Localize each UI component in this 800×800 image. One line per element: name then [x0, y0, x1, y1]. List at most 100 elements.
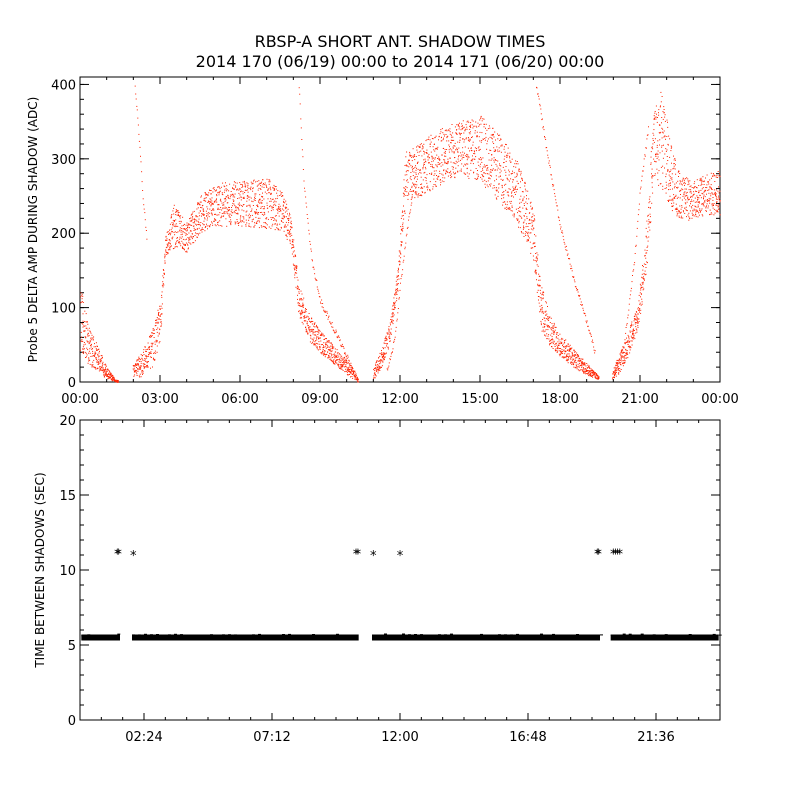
- top-data-point: [284, 211, 286, 213]
- top-data-point: [712, 197, 714, 198]
- top-data-point: [671, 146, 673, 148]
- top-data-point: [174, 246, 176, 248]
- top-data-point: [564, 353, 566, 355]
- top-data-point: [712, 173, 714, 174]
- top-data-point: [165, 247, 167, 249]
- top-data-point: [303, 320, 305, 322]
- top-data-point: [642, 286, 644, 288]
- top-data-point: [176, 210, 178, 212]
- top-data-point: [234, 193, 236, 195]
- top-data-point: [251, 219, 253, 221]
- top-streak-point: [329, 321, 331, 323]
- top-data-point: [400, 233, 402, 235]
- top-data-point: [111, 378, 113, 380]
- top-data-point: [187, 248, 189, 250]
- top-data-point: [209, 198, 211, 200]
- top-data-point: [616, 362, 618, 364]
- top-data-point: [661, 117, 663, 118]
- top-data-point: [673, 197, 675, 199]
- top-data-point: [507, 194, 509, 196]
- top-data-point: [648, 202, 650, 204]
- top-data-point: [637, 307, 639, 309]
- top-data-point: [516, 172, 518, 174]
- top-data-point: [88, 357, 90, 359]
- top-streak-point: [408, 219, 409, 221]
- top-data-point: [547, 329, 549, 331]
- top-data-point: [705, 206, 707, 208]
- top-data-point: [443, 169, 445, 171]
- top-data-point: [641, 303, 643, 305]
- top-data-point: [463, 132, 465, 134]
- top-data-point: [212, 187, 214, 189]
- top-data-point: [668, 135, 670, 137]
- top-data-point: [403, 187, 405, 189]
- top-data-point: [241, 225, 243, 227]
- top-data-point: [421, 191, 423, 193]
- top-data-point: [231, 205, 233, 207]
- top-data-point: [169, 232, 171, 234]
- top-data-point: [657, 117, 658, 118]
- top-data-point: [588, 372, 590, 374]
- top-data-point: [101, 370, 103, 372]
- top-data-point: [137, 370, 139, 372]
- top-data-point: [332, 354, 334, 356]
- top-data-point: [706, 187, 708, 189]
- top-data-point: [498, 176, 500, 178]
- top-data-point: [624, 354, 626, 356]
- x-tick-label: 00:00: [701, 392, 738, 407]
- top-data-point: [192, 216, 194, 218]
- top-data-point: [247, 183, 249, 185]
- top-streak-point: [137, 117, 139, 119]
- top-data-point: [449, 133, 451, 135]
- top-data-point: [112, 375, 114, 377]
- top-data-point: [691, 199, 693, 201]
- top-data-point: [225, 196, 227, 198]
- top-data-point: [712, 199, 714, 201]
- top-data-point: [580, 369, 582, 371]
- top-data-point: [687, 184, 689, 186]
- top-data-point: [576, 366, 578, 368]
- top-data-point: [98, 358, 100, 360]
- chart-title-line-2: 2014 170 (06/19) 00:00 to 2014 171 (06/2…: [195, 52, 605, 71]
- top-data-point: [142, 359, 144, 361]
- top-data-point: [203, 198, 205, 200]
- top-data-point: [511, 191, 513, 193]
- top-data-point: [451, 149, 453, 151]
- top-data-point: [540, 324, 542, 326]
- top-data-point: [397, 290, 399, 292]
- top-data-point: [491, 158, 493, 160]
- top-data-point: [396, 276, 398, 278]
- top-data-point: [205, 197, 207, 199]
- top-data-point: [211, 221, 212, 223]
- top-data-point: [277, 210, 279, 212]
- top-data-point: [716, 209, 718, 211]
- top-data-point: [391, 319, 393, 321]
- top-data-point: [116, 381, 118, 383]
- top-data-point: [396, 293, 398, 295]
- top-data-point: [572, 358, 574, 360]
- top-data-point: [511, 195, 513, 197]
- top-data-point: [685, 194, 687, 196]
- top-data-point: [650, 151, 652, 153]
- top-data-point: [324, 350, 326, 352]
- top-data-point: [327, 345, 329, 347]
- top-streak-point: [544, 137, 546, 139]
- top-data-point: [449, 174, 451, 176]
- top-data-point: [251, 183, 253, 185]
- top-data-point: [84, 336, 86, 338]
- top-data-point: [311, 320, 313, 322]
- top-data-point: [392, 312, 394, 313]
- top-streak-point: [320, 303, 322, 304]
- top-streak-point: [542, 127, 544, 129]
- top-data-point: [379, 367, 381, 369]
- top-data-point: [556, 347, 558, 349]
- top-data-point: [668, 189, 669, 191]
- top-data-point: [439, 170, 441, 172]
- top-streak-point: [341, 345, 343, 347]
- top-data-point: [383, 355, 385, 357]
- top-data-point: [683, 182, 685, 184]
- top-data-point: [464, 163, 466, 165]
- top-data-point: [517, 182, 519, 184]
- top-data-point: [474, 153, 476, 155]
- top-data-point: [384, 338, 386, 340]
